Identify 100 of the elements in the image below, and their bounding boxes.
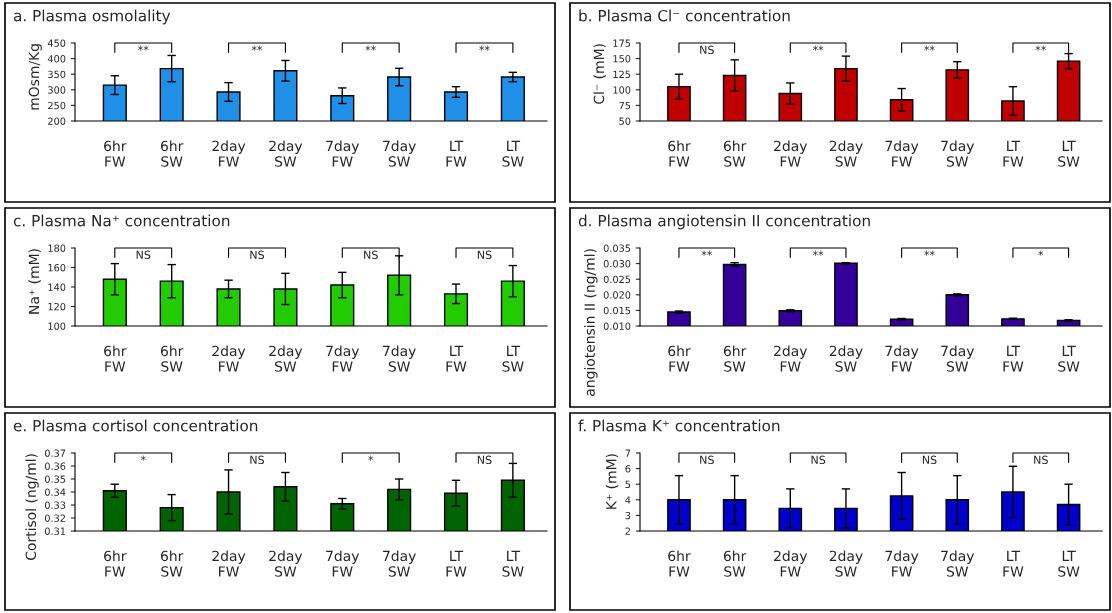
x-tick-label: LT FW	[1003, 345, 1024, 372]
y-tick-label: 6	[625, 465, 631, 473]
annotation: NS	[250, 250, 265, 260]
x-tick-label: 7day SW	[383, 140, 416, 167]
x-tick-label: LT SW	[502, 345, 524, 372]
annotation: **	[138, 45, 149, 51]
x-tick-label: 6hr FW	[104, 345, 127, 372]
y-tick-label: 400	[47, 55, 66, 63]
x-tick-label: 6hr SW	[160, 550, 184, 577]
chart-title: d. Plasma angiotensin II concentration	[578, 214, 870, 230]
y-tick-label: 150	[613, 55, 631, 63]
y-tick-label: 120	[48, 302, 66, 311]
y-axis-title: Cortisol (ng/ml)	[25, 454, 39, 560]
y-tick-label: 250	[48, 101, 66, 110]
annotation: NS	[136, 250, 151, 260]
annotation: NS	[477, 455, 492, 465]
y-tick-label: 350	[48, 70, 66, 79]
x-tick-label: LT FW	[446, 140, 467, 167]
y-tick-label: 0.33	[44, 501, 66, 509]
x-tick-label: 2day FW	[774, 550, 808, 577]
annotation: NS	[811, 455, 826, 465]
x-tick-label: LT FW	[446, 345, 467, 372]
annotation: NS	[1034, 455, 1048, 465]
chart-title: a. Plasma osmolality	[13, 9, 171, 25]
y-tick-label: 0.35	[44, 475, 66, 483]
x-tick-label: LT SW	[1058, 550, 1080, 577]
y-tick-label: 0.035	[603, 244, 631, 252]
x-tick-label: 2day SW	[829, 345, 863, 372]
x-tick-label: LT FW	[1003, 140, 1024, 167]
y-tick-label: 450	[47, 39, 66, 47]
y-tick-label: 7	[625, 449, 631, 457]
y-axis-title: Cl⁻ (mM)	[593, 44, 606, 104]
x-tick-label: 6hr FW	[668, 345, 691, 372]
x-tick-label: 2day FW	[774, 345, 808, 372]
annotation: **	[1035, 45, 1046, 51]
y-axis-title: Na⁺ (mM)	[28, 249, 41, 314]
x-tick-label: 2day SW	[269, 140, 303, 167]
x-tick-label: 2day SW	[269, 550, 303, 577]
x-tick-label: 2day FW	[774, 140, 808, 167]
y-tick-label: 100	[48, 322, 66, 330]
y-tick-label: 0.020	[603, 291, 631, 299]
chart-title: f. Plasma K⁺ concentration	[578, 419, 780, 432]
annotation: **	[924, 250, 935, 256]
x-tick-label: 2day FW	[212, 550, 246, 577]
annotation: **	[365, 45, 376, 51]
y-tick-label: 125	[613, 70, 631, 79]
y-tick-label: 0.030	[603, 260, 631, 268]
x-tick-label: 7day FW	[326, 345, 360, 372]
x-tick-label: 6hr SW	[723, 550, 747, 577]
x-tick-label: 2day FW	[212, 140, 246, 167]
annotation: **	[701, 250, 713, 256]
y-tick-label: 0.025	[603, 275, 631, 284]
x-tick-label: LT SW	[1058, 345, 1080, 372]
annotation: NS	[477, 250, 492, 260]
y-tick-label: 0.015	[603, 306, 631, 315]
annotation: NS	[700, 455, 714, 465]
x-tick-label: 7day SW	[383, 345, 416, 372]
x-tick-label: 7day FW	[326, 550, 360, 577]
x-tick-label: 2day FW	[212, 345, 246, 372]
x-tick-label: 7day FW	[326, 140, 360, 167]
x-tick-label: LT SW	[502, 550, 524, 577]
x-tick-label: 6hr SW	[160, 345, 184, 372]
y-tick-label: 0.37	[44, 449, 66, 457]
y-tick-label: 5	[625, 480, 631, 489]
annotation: **	[479, 45, 490, 51]
x-tick-label: LT SW	[1058, 140, 1080, 167]
y-tick-label: 3	[625, 511, 631, 520]
y-tick-label: 0.32	[44, 514, 65, 522]
x-tick-label: 6hr SW	[160, 140, 184, 167]
y-axis-title: mOsm/Kg	[28, 44, 42, 110]
y-tick-label: 0.36	[44, 462, 66, 470]
y-tick-label: 160	[48, 263, 66, 272]
y-tick-label: 0.010	[603, 322, 631, 330]
x-tick-label: 6hr FW	[104, 550, 127, 577]
y-tick-label: 140	[48, 283, 66, 291]
y-tick-label: 300	[48, 86, 66, 94]
x-tick-label: LT FW	[1003, 550, 1024, 577]
annotation: **	[812, 45, 824, 51]
x-tick-label: 6hr SW	[723, 140, 747, 167]
y-tick-label: 180	[48, 244, 66, 252]
x-tick-label: 2day SW	[269, 345, 303, 372]
x-tick-label: 7day SW	[941, 345, 975, 372]
x-tick-label: 7day FW	[885, 345, 919, 372]
y-axis-title: K⁺ (mM)	[605, 454, 619, 509]
x-tick-label: 7day FW	[885, 140, 919, 167]
y-tick-label: 175	[613, 39, 631, 47]
chart-title: b. Plasma Cl⁻ concentration	[579, 9, 790, 22]
chart-title: e. Plasma cortisol concentration	[13, 419, 258, 432]
y-axis-title: angiotensin II (ng/ml)	[584, 249, 598, 396]
annotation: **	[924, 45, 935, 51]
x-tick-label: LT FW	[446, 550, 467, 577]
x-tick-label: 6hr FW	[668, 550, 691, 577]
x-tick-label: 6hr FW	[668, 140, 691, 167]
x-tick-label: 6hr FW	[104, 140, 127, 167]
x-tick-label: 7day SW	[941, 140, 975, 167]
y-tick-label: 4	[625, 496, 631, 504]
x-tick-label: 7day SW	[383, 550, 416, 577]
y-tick-label: 0.31	[44, 527, 66, 535]
annotation: *	[140, 455, 146, 461]
annotation: *	[1038, 250, 1044, 256]
